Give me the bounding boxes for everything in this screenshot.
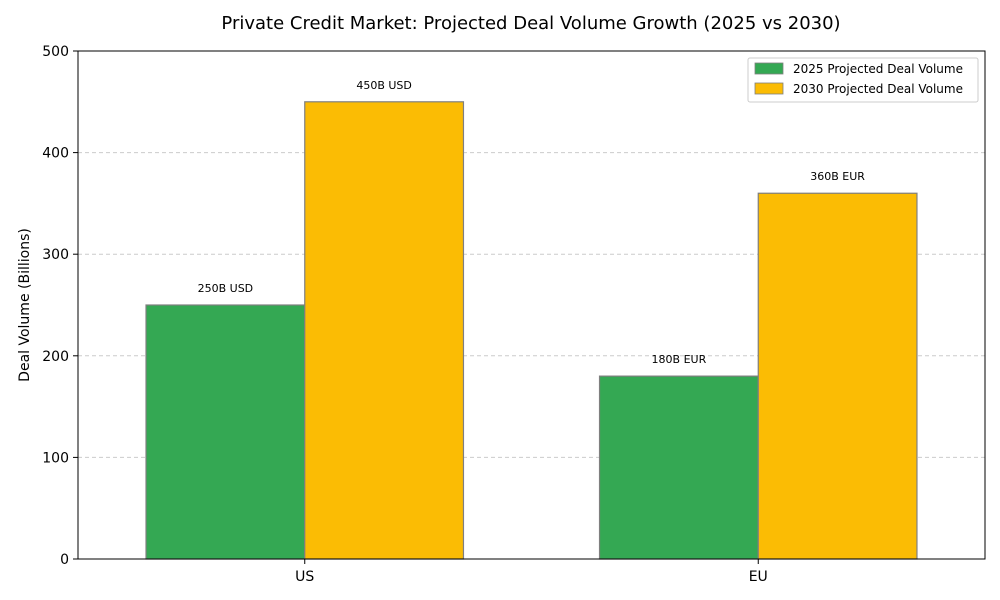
data-label-eu-2025: 180B EUR [652, 353, 707, 366]
data-labels: 250B USD 450B USD 180B EUR 360B EUR [198, 79, 866, 366]
x-tick-label-eu: EU [749, 569, 768, 585]
bar-us-2030 [304, 101, 465, 560]
y-tick-label-200: 200 [42, 349, 69, 365]
y-axis-label: Deal Volume (Billions) [17, 228, 33, 382]
y-tick-label-100: 100 [42, 450, 69, 466]
y-tick-label-0: 0 [60, 552, 69, 568]
data-label-eu-2030: 360B EUR [810, 170, 865, 183]
bar-eu-2025 [598, 375, 759, 560]
legend-swatch-2025 [754, 62, 784, 75]
legend-label-2030: 2030 Projected Deal Volume [793, 82, 963, 96]
legend-swatch-2030 [754, 82, 784, 95]
data-label-us-2030: 450B USD [356, 79, 412, 92]
legend-label-2025: 2025 Projected Deal Volume [793, 62, 963, 76]
y-tick-label-400: 400 [42, 146, 69, 162]
y-tick-label-300: 300 [42, 247, 69, 263]
bar-us-2025 [145, 304, 306, 560]
legend-box [747, 57, 979, 103]
x-tick-label-us: US [295, 569, 314, 585]
chart-title: Private Credit Market: Projected Deal Vo… [221, 13, 840, 34]
x-axis-ticks: US EU [295, 559, 768, 585]
plot-frame [77, 50, 986, 560]
bar-eu-2030 [757, 192, 918, 560]
y-tick-label-500: 500 [42, 44, 69, 60]
bars [145, 101, 918, 560]
legend: 2025 Projected Deal Volume 2030 Projecte… [747, 57, 979, 103]
y-axis-ticks: 0 100 200 300 400 500 [42, 44, 78, 568]
data-label-us-2025: 250B USD [198, 282, 254, 295]
